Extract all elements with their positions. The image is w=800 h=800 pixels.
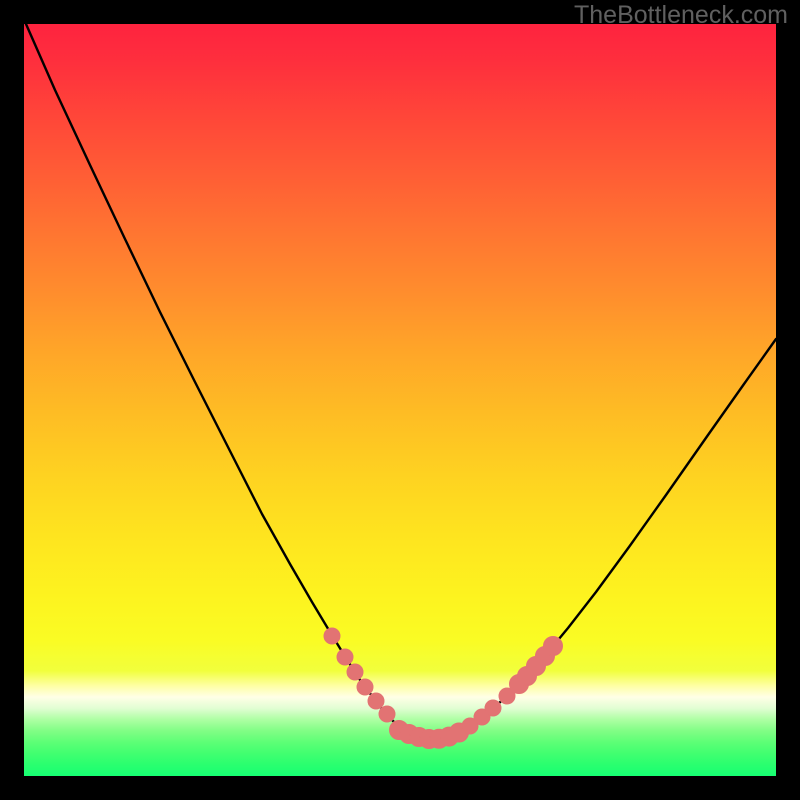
plot-background [24,24,776,776]
marker-left [347,664,363,680]
watermark-text: TheBottleneck.com [574,1,788,30]
marker-left [379,706,395,722]
marker-right [485,700,501,716]
marker-left [357,679,373,695]
marker-left [337,649,353,665]
marker-left [368,693,384,709]
chart-svg [0,0,800,800]
marker-right-bar [544,637,563,656]
marker-left [324,628,340,644]
